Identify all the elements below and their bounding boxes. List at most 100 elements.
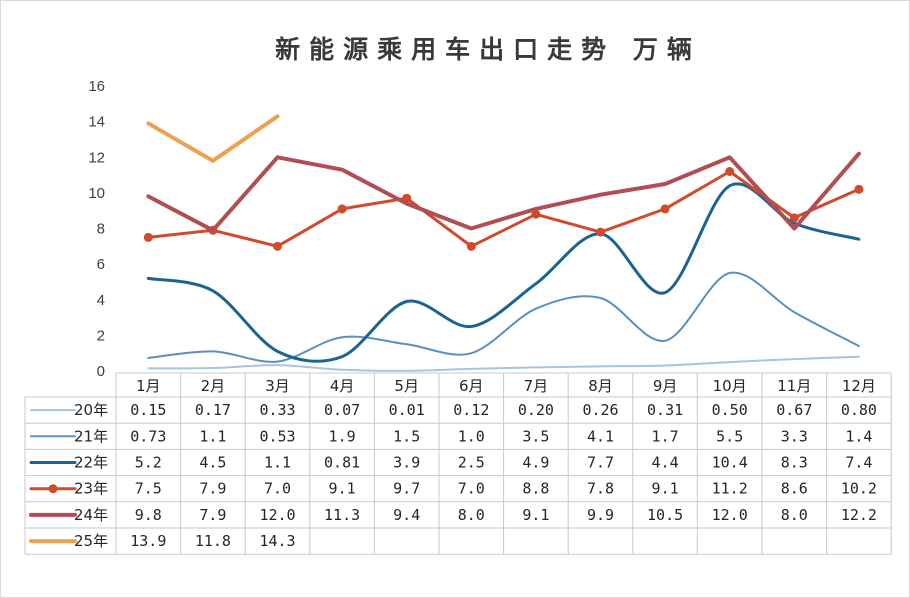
month-label: 3月	[265, 377, 290, 395]
series-point	[789, 213, 799, 223]
data-label: 0.20	[518, 401, 554, 419]
data-label: 8.0	[458, 506, 485, 524]
data-label: 8.8	[522, 480, 549, 498]
y-tick-label: 12	[88, 149, 105, 166]
series-name: 24年	[74, 506, 108, 524]
data-label: 14.3	[259, 532, 295, 550]
data-label: 7.4	[845, 454, 872, 472]
series-line-3	[146, 170, 861, 248]
data-label: 2.5	[458, 454, 485, 472]
data-label: 1.1	[199, 427, 226, 445]
month-label: 5月	[394, 377, 419, 395]
y-tick-label: 16	[88, 78, 105, 95]
data-label: 0.50	[712, 401, 748, 419]
data-label: 7.9	[199, 480, 226, 498]
plot-area	[143, 114, 864, 372]
y-axis: 0 2 4 6 8 10 12 14 16	[88, 78, 105, 380]
data-label: 9.9	[587, 506, 614, 524]
series-point	[466, 241, 476, 251]
month-label: 11月	[777, 377, 811, 395]
series-name: 20年	[74, 401, 108, 419]
data-label: 10.2	[841, 480, 877, 498]
data-label: 7.7	[587, 454, 614, 472]
data-label: 7.8	[587, 480, 614, 498]
data-label: 3.5	[522, 427, 549, 445]
data-label: 4.1	[587, 427, 614, 445]
month-label: 8月	[588, 377, 613, 395]
data-label: 0.15	[130, 401, 166, 419]
data-label: 8.0	[781, 506, 808, 524]
data-label: 1.7	[652, 427, 679, 445]
y-tick-label: 10	[88, 185, 105, 202]
data-label: 11.3	[324, 506, 360, 524]
data-label: 4.4	[652, 454, 679, 472]
data-label: 1.9	[329, 427, 356, 445]
month-label: 12月	[842, 377, 876, 395]
series-point	[725, 167, 735, 176]
y-tick-label: 4	[97, 292, 105, 309]
data-label: 3.9	[393, 454, 420, 472]
data-label: 4.9	[522, 454, 549, 472]
data-label: 10.5	[647, 506, 683, 524]
data-label: 9.1	[652, 480, 679, 498]
data-label: 0.81	[324, 454, 360, 472]
series-point	[531, 209, 541, 219]
series-point	[854, 184, 864, 194]
y-tick-label: 14	[88, 114, 105, 131]
month-label: 10月	[713, 377, 747, 395]
data-label: 11.8	[195, 532, 231, 550]
data-label: 12.0	[259, 506, 295, 524]
series-name: 22年	[74, 454, 108, 472]
data-label: 7.0	[458, 480, 485, 498]
data-label: 4.5	[199, 454, 226, 472]
legend-marker	[48, 484, 58, 494]
chart-title: 新能源乘用车出口走势 万辆	[275, 35, 701, 64]
series-line-2	[146, 182, 861, 363]
data-label: 12.0	[712, 506, 748, 524]
data-label: 7.9	[199, 506, 226, 524]
series-line-4	[146, 151, 861, 233]
series-point	[596, 227, 605, 237]
data-label: 7.0	[264, 480, 291, 498]
data-label: 8.3	[781, 454, 808, 472]
series-point	[337, 204, 347, 214]
data-label: 1.1	[264, 454, 291, 472]
data-label: 0.67	[776, 401, 812, 419]
data-label: 0.17	[195, 401, 231, 419]
y-tick-label: 6	[97, 256, 105, 273]
y-tick-label: 0	[97, 363, 105, 380]
data-label: 11.2	[712, 480, 748, 498]
series-point	[143, 232, 153, 242]
data-label: 0.33	[259, 401, 295, 419]
data-label: 0.12	[453, 401, 489, 419]
series-line-1	[147, 271, 860, 363]
series-point	[273, 241, 282, 251]
data-label: 13.9	[130, 532, 166, 550]
data-label: 0.26	[582, 401, 618, 419]
data-label: 9.7	[393, 480, 420, 498]
data-label: 5.5	[716, 427, 743, 445]
month-label: 9月	[653, 377, 678, 395]
data-label: 0.07	[324, 401, 360, 419]
series-line-0	[147, 355, 860, 372]
data-label: 1.0	[458, 427, 485, 445]
series-line-5	[146, 114, 280, 163]
data-label: 0.53	[259, 427, 295, 445]
data-label: 0.31	[647, 401, 683, 419]
series-name: 25年	[74, 532, 108, 550]
data-label: 9.4	[393, 506, 420, 524]
data-label: 9.1	[522, 506, 549, 524]
data-label: 8.6	[781, 480, 808, 498]
data-label: 1.4	[845, 427, 872, 445]
data-label: 0.73	[130, 427, 166, 445]
y-tick-label: 8	[97, 221, 105, 238]
month-label: 4月	[330, 377, 355, 395]
month-label: 6月	[459, 377, 484, 395]
data-label: 5.2	[135, 454, 162, 472]
series-name: 21年	[74, 427, 108, 445]
data-label: 10.4	[712, 454, 748, 472]
series-point	[660, 204, 670, 214]
data-label: 7.5	[135, 480, 162, 498]
